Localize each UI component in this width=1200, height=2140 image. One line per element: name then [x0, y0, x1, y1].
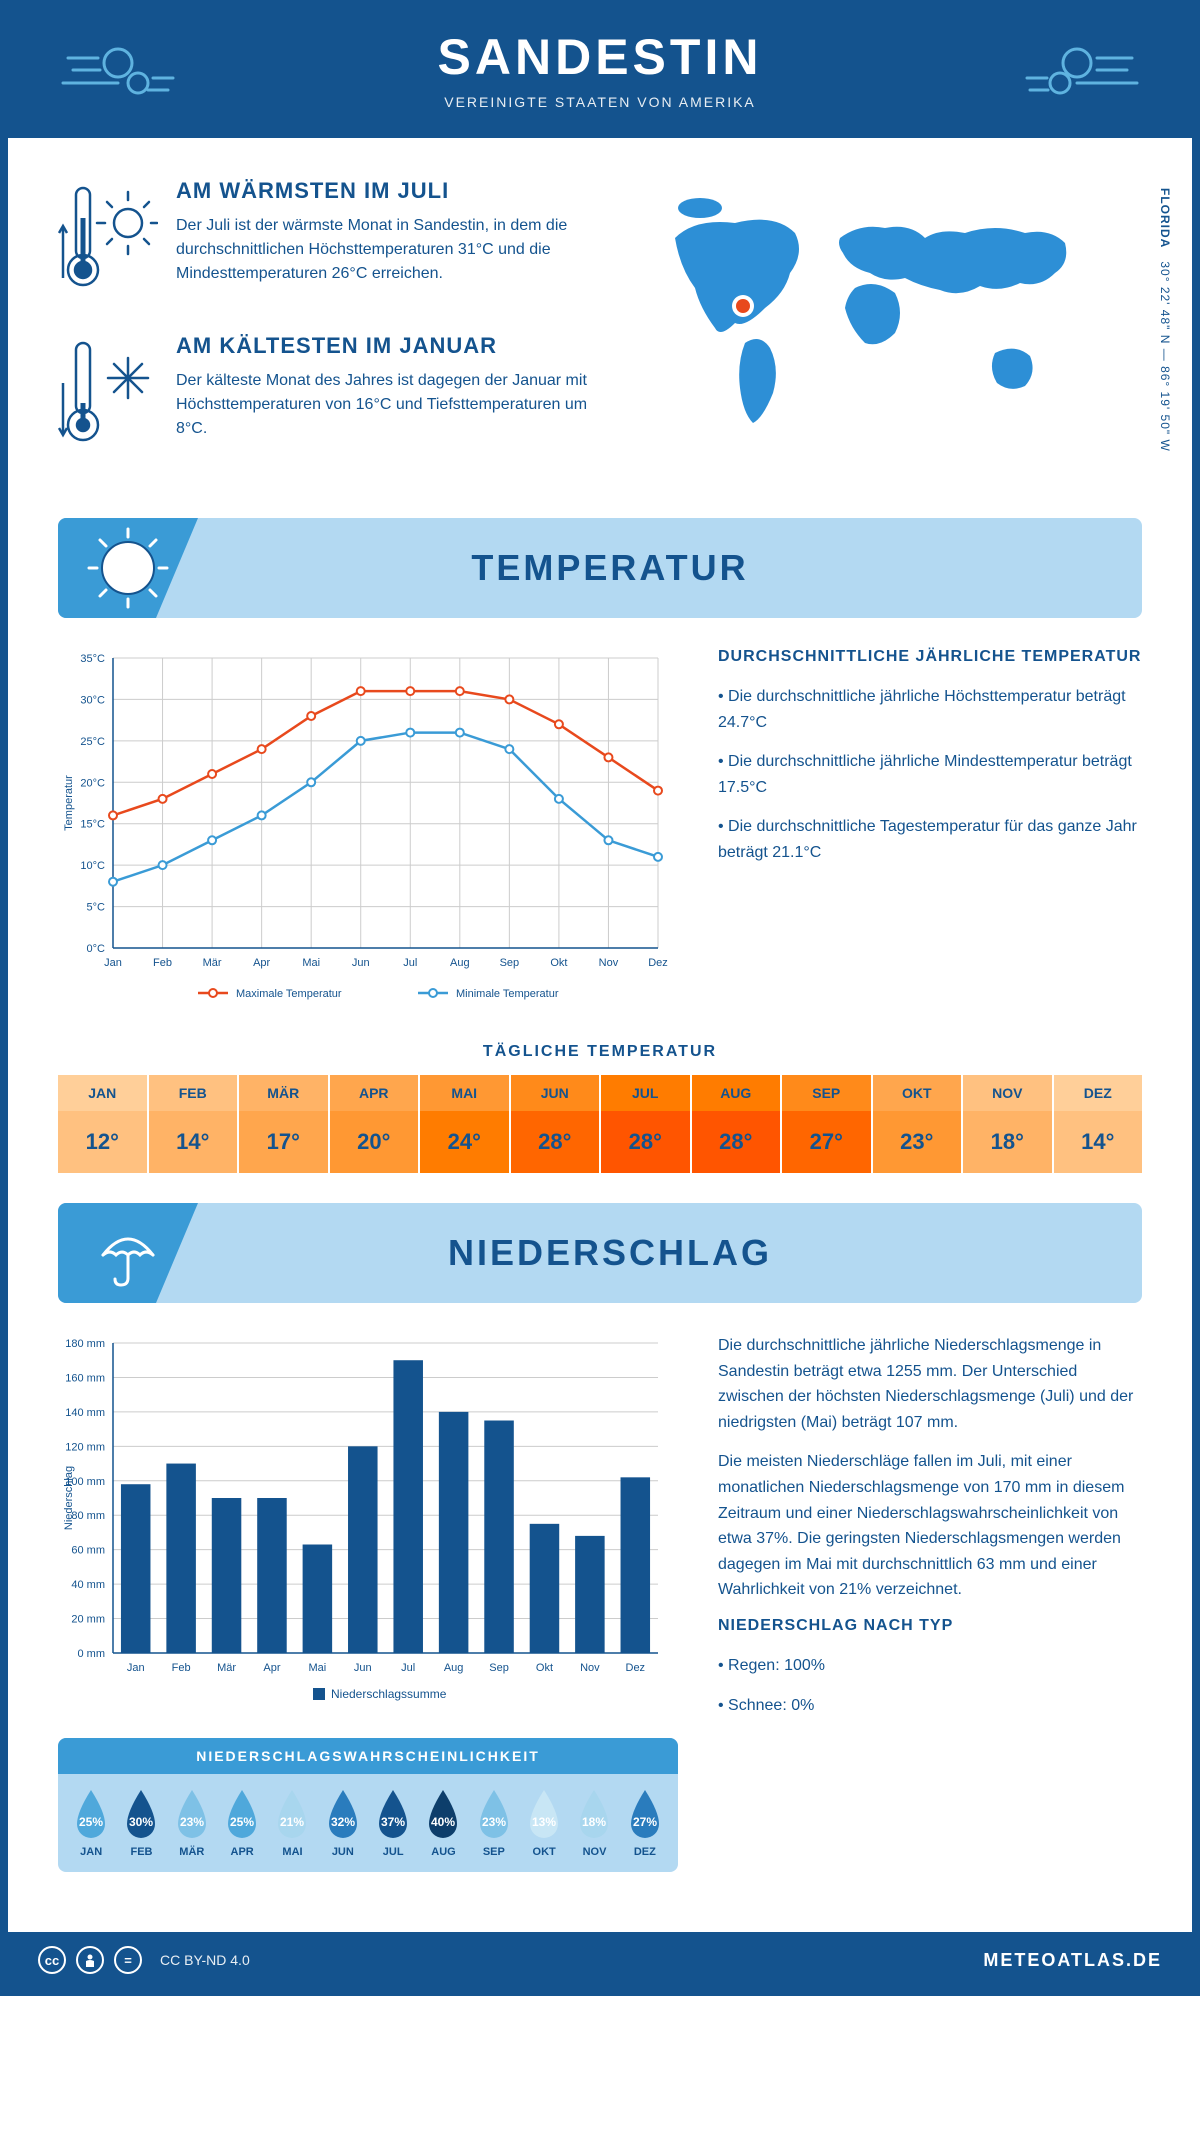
svg-text:25%: 25%: [230, 1815, 254, 1829]
svg-text:0°C: 0°C: [87, 943, 106, 955]
svg-text:Aug: Aug: [450, 957, 470, 969]
svg-text:23%: 23%: [180, 1815, 204, 1829]
daily-temp-strip: JAN12°FEB14°MÄR17°APR20°MAI24°JUN28°JUL2…: [58, 1075, 1142, 1173]
svg-text:13%: 13%: [532, 1815, 556, 1829]
svg-text:40%: 40%: [431, 1815, 455, 1829]
page-subtitle: VEREINIGTE STAATEN VON AMERIKA: [8, 94, 1192, 110]
precip-bar-chart: 0 mm20 mm40 mm60 mm80 mm100 mm120 mm140 …: [58, 1333, 678, 1718]
precip-type: • Regen: 100%: [718, 1653, 1142, 1679]
svg-text:Nov: Nov: [599, 957, 619, 969]
svg-text:Mai: Mai: [309, 1662, 327, 1674]
svg-text:Mär: Mär: [217, 1662, 236, 1674]
svg-text:80 mm: 80 mm: [71, 1510, 105, 1522]
svg-text:23%: 23%: [482, 1815, 506, 1829]
svg-text:0 mm: 0 mm: [78, 1648, 106, 1660]
world-map: [645, 178, 1142, 443]
temperature-section-bar: TEMPERATUR: [58, 518, 1142, 618]
svg-text:25%: 25%: [79, 1815, 103, 1829]
svg-text:Aug: Aug: [444, 1662, 464, 1674]
svg-text:21%: 21%: [280, 1815, 304, 1829]
svg-text:Okt: Okt: [550, 957, 567, 969]
warm-title: AM WÄRMSTEN IM JULI: [176, 178, 605, 204]
site-name: METEOATLAS.DE: [983, 1950, 1162, 1971]
svg-text:Minimale Temperatur: Minimale Temperatur: [456, 988, 559, 1000]
coordinates: FLORIDA 30° 22' 48" N — 86° 19' 50" W: [1158, 188, 1172, 452]
svg-text:37%: 37%: [381, 1815, 405, 1829]
temp-bullet: • Die durchschnittliche Tagestemperatur …: [718, 814, 1142, 865]
license-text: CC BY-ND 4.0: [160, 1952, 250, 1968]
temp-bullet: • Die durchschnittliche jährliche Höchst…: [718, 684, 1142, 735]
thermometer-hot-icon: [58, 178, 158, 303]
svg-text:Feb: Feb: [153, 957, 172, 969]
temp-bullet: • Die durchschnittliche jährliche Mindes…: [718, 749, 1142, 800]
svg-text:Sep: Sep: [500, 957, 520, 969]
svg-text:15°C: 15°C: [80, 819, 105, 831]
nd-icon: =: [114, 1946, 142, 1974]
svg-text:20°C: 20°C: [80, 777, 105, 789]
precip-type: • Schnee: 0%: [718, 1693, 1142, 1719]
umbrella-icon: [58, 1203, 198, 1303]
svg-text:120 mm: 120 mm: [65, 1441, 105, 1453]
svg-text:Jun: Jun: [352, 957, 370, 969]
precip-text: Die meisten Niederschläge fallen im Juli…: [718, 1449, 1142, 1603]
svg-text:Jul: Jul: [401, 1662, 415, 1674]
svg-text:Dez: Dez: [648, 957, 668, 969]
svg-text:32%: 32%: [331, 1815, 355, 1829]
svg-text:Jun: Jun: [354, 1662, 372, 1674]
svg-text:25°C: 25°C: [80, 736, 105, 748]
svg-text:10°C: 10°C: [80, 860, 105, 872]
svg-text:20 mm: 20 mm: [71, 1614, 105, 1626]
svg-text:Mär: Mär: [203, 957, 222, 969]
thermometer-cold-icon: [58, 333, 158, 458]
daily-temp-title: TÄGLICHE TEMPERATUR: [58, 1043, 1142, 1061]
cold-title: AM KÄLTESTEN IM JANUAR: [176, 333, 605, 359]
sun-icon: [58, 518, 198, 618]
svg-text:Niederschlag: Niederschlag: [63, 1466, 75, 1530]
svg-text:35°C: 35°C: [80, 653, 105, 665]
svg-text:Apr: Apr: [253, 957, 270, 969]
footer: cc = CC BY-ND 4.0 METEOATLAS.DE: [8, 1932, 1192, 1988]
svg-text:Okt: Okt: [536, 1662, 553, 1674]
svg-text:Jan: Jan: [104, 957, 122, 969]
temp-side-title: DURCHSCHNITTLICHE JÄHRLICHE TEMPERATUR: [718, 648, 1142, 666]
svg-text:Jan: Jan: [127, 1662, 145, 1674]
cold-text: Der kälteste Monat des Jahres ist dagege…: [176, 369, 605, 441]
svg-text:Maximale Temperatur: Maximale Temperatur: [236, 988, 342, 1000]
precip-section-bar: NIEDERSCHLAG: [58, 1203, 1142, 1303]
by-icon: [76, 1946, 104, 1974]
warm-text: Der Juli ist der wärmste Monat in Sandes…: [176, 214, 605, 286]
svg-text:Feb: Feb: [172, 1662, 191, 1674]
svg-text:30%: 30%: [129, 1815, 153, 1829]
precip-type-title: NIEDERSCHLAG NACH TYP: [718, 1617, 1142, 1635]
svg-text:Jul: Jul: [403, 957, 417, 969]
svg-text:30°C: 30°C: [80, 694, 105, 706]
precip-text: Die durchschnittliche jährliche Niedersc…: [718, 1333, 1142, 1435]
precip-probability-box: NIEDERSCHLAGSWAHRSCHEINLICHKEIT 25%JAN30…: [58, 1738, 678, 1872]
svg-text:40 mm: 40 mm: [71, 1579, 105, 1591]
svg-text:Apr: Apr: [263, 1662, 280, 1674]
svg-text:Temperatur: Temperatur: [63, 775, 75, 831]
svg-text:5°C: 5°C: [87, 902, 106, 914]
header: SANDESTIN VEREINIGTE STAATEN VON AMERIKA: [8, 8, 1192, 138]
svg-text:Mai: Mai: [302, 957, 320, 969]
svg-text:160 mm: 160 mm: [65, 1372, 105, 1384]
svg-text:27%: 27%: [633, 1815, 657, 1829]
svg-text:180 mm: 180 mm: [65, 1338, 105, 1350]
svg-text:60 mm: 60 mm: [71, 1545, 105, 1557]
page-title: SANDESTIN: [8, 28, 1192, 86]
svg-text:18%: 18%: [582, 1815, 606, 1829]
temperature-line-chart: 0°C 5°C 10°C 15°C 20°C 25°C 30°C 35°C Jan Feb Mär A…: [58, 648, 678, 1013]
svg-text:140 mm: 140 mm: [65, 1407, 105, 1419]
svg-text:Sep: Sep: [489, 1662, 509, 1674]
cc-icon: cc: [38, 1946, 66, 1974]
svg-text:Nov: Nov: [580, 1662, 600, 1674]
svg-text:Dez: Dez: [626, 1662, 646, 1674]
svg-text:Niederschlagssumme: Niederschlagssumme: [331, 1687, 447, 1701]
